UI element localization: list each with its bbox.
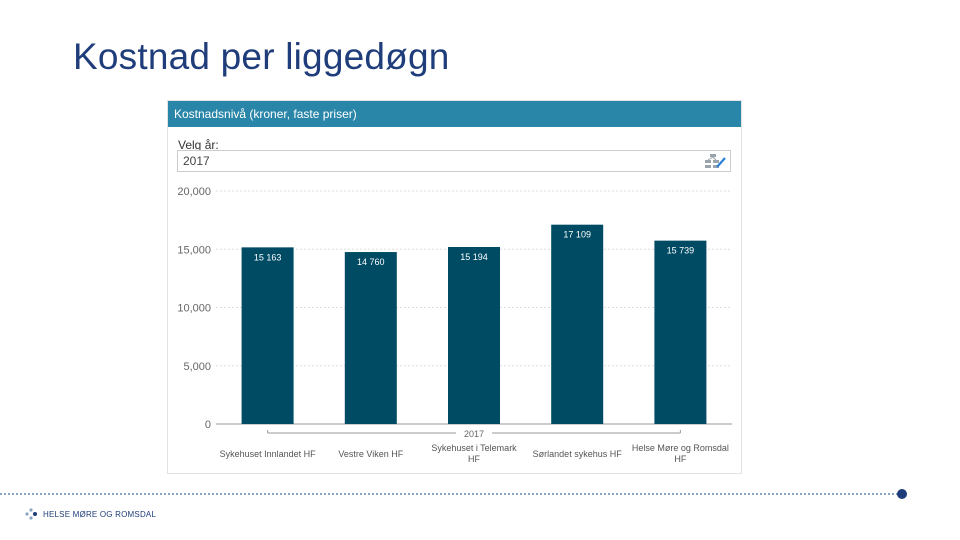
footer-logo-text: HELSE MØRE OG ROMSDAL bbox=[43, 509, 157, 519]
x-tick-label: Sykehuset i Telemark HF bbox=[431, 443, 517, 464]
bar bbox=[551, 224, 604, 424]
year-label: Velg år: bbox=[178, 138, 219, 152]
bar-chart: 0 5,000 10,000 15,000 20,000 15 163 14 760 15 1… bbox=[177, 186, 732, 464]
x-tick-label: Vestre Viken HF bbox=[338, 449, 403, 459]
bar bbox=[448, 246, 500, 424]
bar bbox=[654, 240, 707, 424]
bar-value-label: 15 739 bbox=[667, 246, 695, 256]
footer-divider bbox=[0, 493, 898, 495]
footer-logo: HELSE MØRE OG ROMSDAL bbox=[24, 507, 156, 521]
x-tick-label: Sykehuset Innlandet HF bbox=[220, 449, 317, 459]
y-tick-label: 15,000 bbox=[177, 244, 211, 256]
y-tick-label: 10,000 bbox=[177, 303, 211, 315]
bar-value-label: 15 163 bbox=[254, 252, 282, 262]
panel-header: Kostnadsnivå (kroner, faste priser) bbox=[168, 101, 741, 127]
group-label: 2017 bbox=[464, 429, 484, 439]
bar-value-label: 15 194 bbox=[460, 252, 488, 262]
chart-panel: Kostnadsnivå (kroner, faste priser) Velg… bbox=[167, 100, 742, 474]
x-tick-label: Sørlandet sykehus HF bbox=[533, 449, 623, 459]
bar bbox=[344, 252, 397, 424]
year-select[interactable]: 2017 bbox=[177, 150, 731, 172]
y-tick-label: 5,000 bbox=[183, 361, 211, 373]
bar-value-label: 17 109 bbox=[563, 230, 591, 240]
y-tick-label: 0 bbox=[205, 419, 211, 431]
y-tick-label: 20,000 bbox=[177, 186, 211, 198]
year-select-value: 2017 bbox=[183, 154, 210, 168]
bar bbox=[241, 247, 294, 424]
x-tick-label: Helse Møre og Romsdal HF bbox=[632, 443, 729, 464]
bar-value-label: 14 760 bbox=[357, 257, 385, 267]
footer-dot bbox=[897, 489, 907, 499]
filter-edit-icon[interactable] bbox=[704, 153, 726, 169]
slide-title: Kostnad per liggedøgn bbox=[73, 36, 450, 77]
logo-icon bbox=[25, 508, 37, 520]
